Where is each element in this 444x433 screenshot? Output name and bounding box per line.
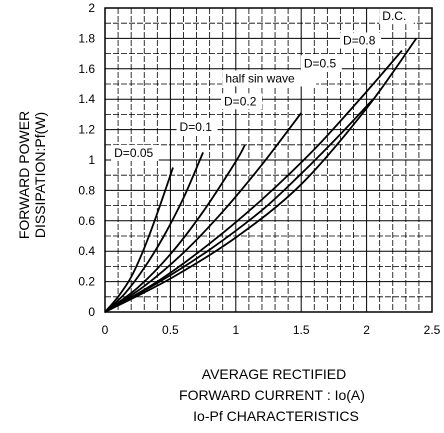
curve-label: D=0.05 (114, 146, 153, 160)
series-line-d-0-1 (104, 152, 204, 313)
y-tick-label: 1.4 (78, 92, 95, 106)
series-line-d-c (104, 37, 418, 313)
chart-title: Io-Pf CHARACTERISTICS (193, 408, 359, 424)
x-tick-label: 1 (232, 323, 239, 337)
series-line-half-sin-wave (104, 112, 302, 313)
x-tick-label: 1.5 (293, 323, 310, 337)
y-tick-label: 0.6 (78, 214, 95, 228)
x-tick-label: 0 (102, 323, 109, 337)
x-tick-label: 2.5 (424, 323, 441, 337)
y-tick-label: 0 (88, 305, 95, 319)
curve-annotations: D.C. D=0.8 D=0.5 half sin wave D=0.2 D=0.1 D=0… (114, 9, 406, 160)
curve-label: D=0.1 (180, 120, 213, 134)
annotation-background (340, 32, 382, 49)
x-tick-label: 2 (363, 323, 370, 337)
x-axis-title-line2: FORWARD CURRENT : Io(A) (179, 387, 365, 403)
y-tick-label: 0.8 (78, 183, 95, 197)
curve-label: D=0.8 (343, 33, 376, 47)
annotation-background (300, 55, 342, 72)
x-axis-title-line1: AVERAGE RECTIFIED (202, 366, 346, 382)
y-tick-labels: 0 0.2 0.4 0.6 0.8 1 1.2 1.4 1.6 1.8 2 (78, 1, 95, 319)
series-line-d-0-5 (104, 50, 403, 313)
series-line-d-0-05 (104, 167, 174, 313)
series-lines (104, 37, 418, 313)
y-tick-label: 1.6 (78, 62, 95, 76)
curve-label: D.C. (382, 9, 406, 23)
y-axis-title-line2: DISSIPATION:Pf(W) (32, 112, 48, 238)
annotation-background (222, 70, 317, 87)
curve-label: half sin wave (225, 71, 295, 85)
annotation-background (379, 8, 414, 25)
grid (105, 8, 432, 312)
curve-label: D=0.2 (224, 94, 257, 108)
y-tick-label: 1.2 (78, 123, 95, 137)
curve-label: D=0.5 (304, 56, 337, 70)
y-tick-label: 0.4 (78, 244, 95, 258)
y-tick-label: 1 (88, 153, 95, 167)
annotation-backgrounds (111, 8, 414, 161)
series-line-d-0-2 (104, 144, 246, 313)
y-tick-label: 1.8 (78, 31, 95, 45)
annotation-background (111, 144, 159, 161)
y-axis-title-line1: FORWARD POWER (16, 111, 32, 239)
y-tick-label: 0.2 (78, 275, 95, 289)
plot-frame (104, 7, 433, 313)
series-line-d-0-8 (104, 98, 374, 313)
x-tick-label: 0.5 (162, 323, 179, 337)
y-tick-label: 2 (88, 1, 95, 15)
x-tick-labels: 0 0.5 1 1.5 2 2.5 (102, 323, 441, 337)
annotation-background (176, 119, 218, 136)
annotation-background (221, 93, 263, 110)
